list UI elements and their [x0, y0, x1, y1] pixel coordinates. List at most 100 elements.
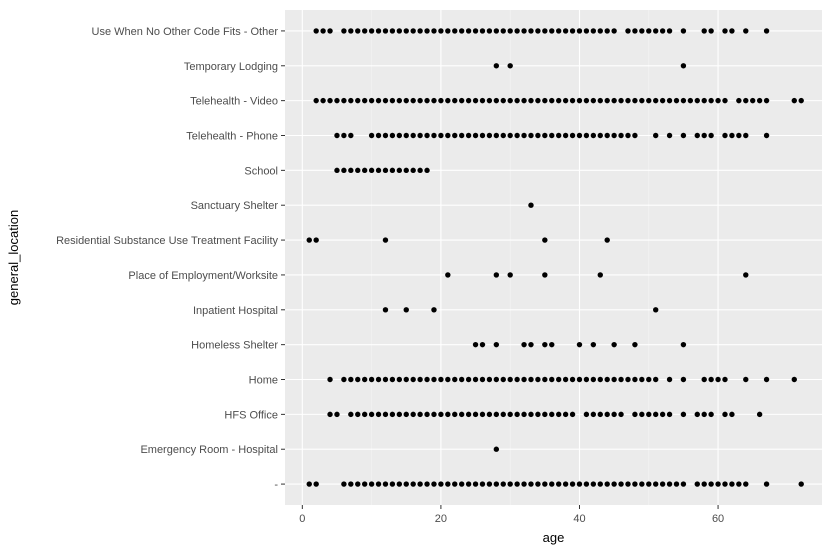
data-point: [396, 481, 403, 487]
data-point: [375, 411, 382, 418]
data-point: [736, 481, 742, 487]
data-point: [458, 132, 465, 139]
data-point: [701, 97, 707, 104]
data-point: [396, 376, 403, 383]
data-points: [306, 28, 804, 487]
data-point: [479, 132, 486, 139]
data-point: [763, 481, 770, 487]
data-point: [403, 481, 409, 487]
data-point: [743, 28, 749, 34]
data-point: [417, 97, 423, 104]
data-point: [625, 97, 631, 104]
data-point: [569, 132, 576, 139]
data-point: [632, 132, 638, 139]
data-point: [722, 97, 728, 104]
data-point: [743, 376, 749, 383]
data-point: [410, 481, 416, 487]
data-point: [389, 411, 396, 418]
data-point: [680, 28, 687, 34]
data-point: [542, 481, 548, 487]
data-point: [514, 481, 520, 487]
data-point: [549, 341, 555, 348]
data-point: [375, 376, 382, 383]
y-tick-label: Temporary Lodging: [184, 61, 278, 73]
data-point: [687, 97, 694, 104]
data-point: [334, 97, 340, 104]
data-point: [382, 376, 389, 383]
data-point: [382, 167, 389, 174]
data-point: [417, 28, 423, 34]
data-point: [611, 28, 617, 34]
data-point: [368, 132, 375, 139]
data-point: [438, 376, 444, 383]
data-point: [424, 481, 430, 487]
data-point: [375, 28, 382, 34]
data-point: [708, 481, 714, 487]
data-point: [382, 481, 389, 487]
data-point: [431, 411, 437, 418]
data-point: [715, 97, 721, 104]
data-point: [472, 132, 479, 139]
data-point: [604, 481, 610, 487]
data-point: [680, 132, 687, 139]
data-point: [472, 28, 479, 34]
data-point: [791, 376, 797, 383]
data-point: [382, 132, 389, 139]
x-axis-title: age: [543, 530, 565, 545]
data-point: [382, 97, 389, 104]
data-point: [722, 481, 728, 487]
data-point: [673, 97, 680, 104]
data-point: [653, 307, 659, 313]
data-point: [445, 132, 451, 139]
data-point: [493, 28, 500, 34]
data-point: [445, 481, 451, 487]
data-point: [528, 481, 534, 487]
minor-grid: [371, 10, 650, 505]
data-point: [694, 481, 700, 487]
data-point: [500, 132, 506, 139]
data-point: [694, 97, 700, 104]
data-point: [646, 481, 652, 487]
data-point: [313, 28, 319, 34]
data-point: [368, 28, 375, 34]
data-point: [659, 28, 666, 34]
data-point: [507, 28, 513, 34]
data-point: [472, 411, 479, 418]
data-point: [791, 97, 797, 104]
data-point: [486, 97, 493, 104]
data-point: [382, 237, 389, 243]
data-point: [348, 97, 354, 104]
data-point: [729, 28, 735, 34]
x-tick-label: 20: [435, 513, 447, 525]
data-point: [576, 341, 583, 348]
data-point: [320, 28, 326, 34]
data-point: [438, 97, 444, 104]
data-point: [368, 411, 375, 418]
data-point: [514, 376, 520, 383]
data-point: [521, 481, 527, 487]
data-point: [479, 341, 486, 348]
x-tick-label: 40: [573, 513, 585, 525]
data-point: [646, 411, 652, 418]
data-point: [361, 97, 368, 104]
data-point: [417, 411, 423, 418]
data-point: [500, 481, 506, 487]
data-point: [431, 132, 437, 139]
data-point: [528, 341, 534, 348]
data-point: [479, 411, 486, 418]
data-point: [493, 132, 500, 139]
data-point: [763, 97, 770, 104]
data-point: [562, 28, 569, 34]
data-point: [653, 132, 659, 139]
data-point: [528, 97, 534, 104]
data-point: [396, 167, 403, 174]
data-point: [424, 97, 430, 104]
data-point: [597, 411, 603, 418]
data-point: [389, 28, 396, 34]
data-point: [452, 132, 458, 139]
data-point: [680, 411, 687, 418]
y-tick-label: Residential Substance Use Treatment Faci…: [56, 235, 278, 247]
data-point: [555, 28, 562, 34]
data-point: [327, 376, 333, 383]
data-point: [334, 167, 340, 174]
